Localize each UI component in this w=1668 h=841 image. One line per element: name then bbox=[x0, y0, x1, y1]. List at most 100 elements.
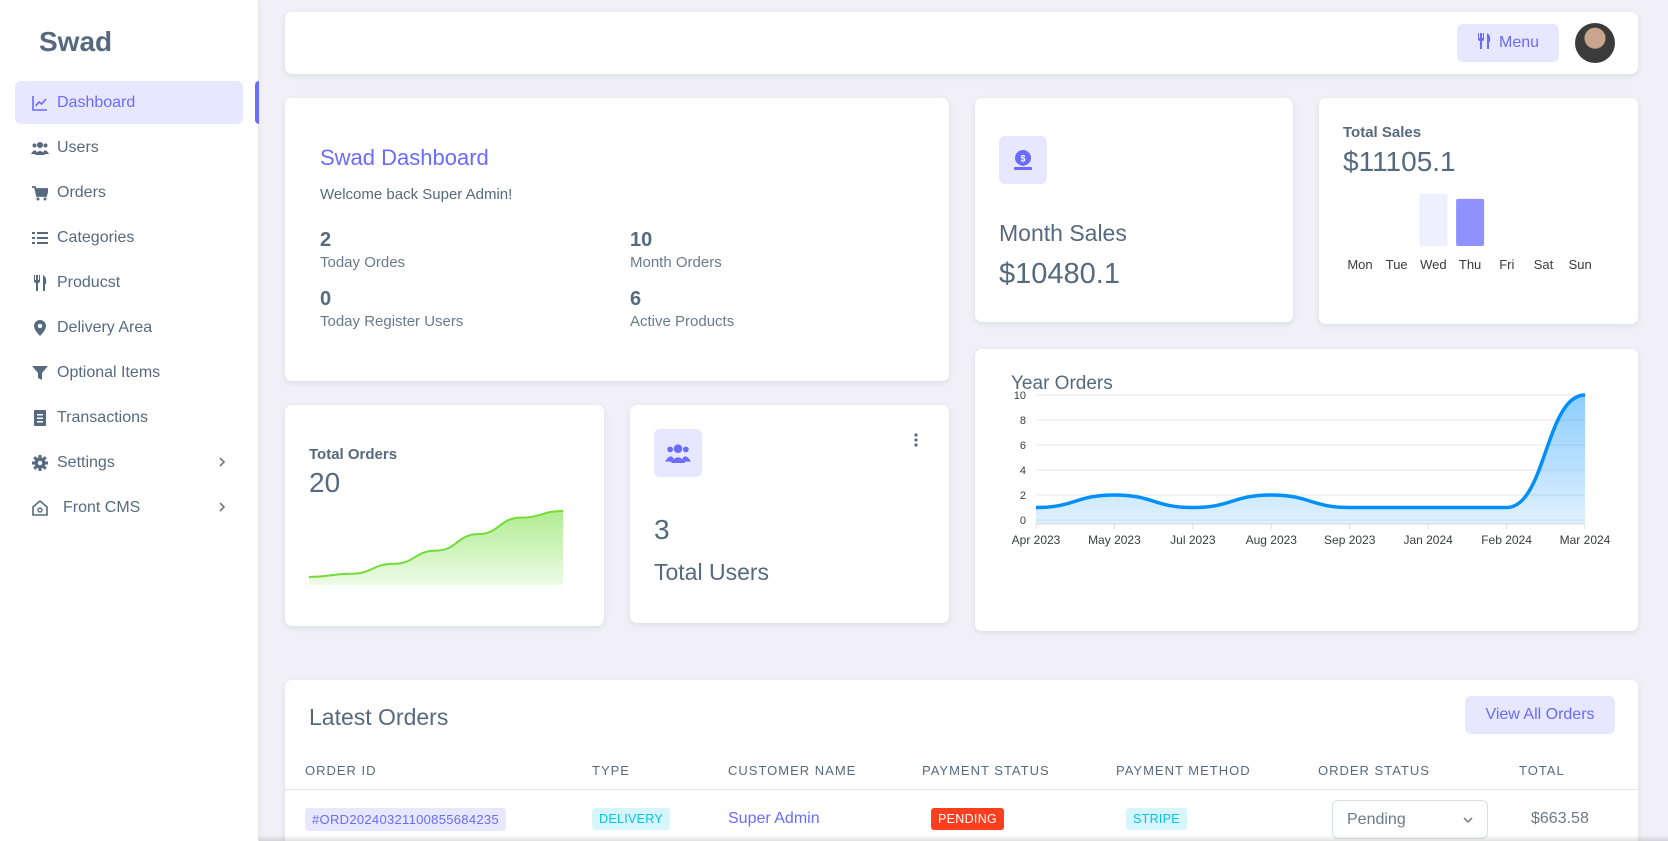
home-icon bbox=[31, 499, 49, 517]
dashboard-title: Swad Dashboard bbox=[320, 145, 489, 170]
money-bag-icon: $ bbox=[999, 136, 1047, 184]
chevron-right-icon bbox=[213, 498, 231, 516]
sidebar-item-users[interactable]: Users bbox=[15, 126, 243, 169]
order-id-badge[interactable]: #ORD20240321100855684235 bbox=[305, 808, 506, 831]
x-tick-label: Sep 2023 bbox=[1324, 533, 1376, 547]
total-sales-card: Total Sales $11105.1 Mon Tue Wed Thu Fri Sat S… bbox=[1319, 98, 1638, 324]
active-indicator bbox=[255, 81, 259, 124]
column-header[interactable]: CUSTOMER NAME bbox=[728, 763, 857, 778]
column-header[interactable]: PAYMENT STATUS bbox=[922, 763, 1050, 778]
payment-method-badge: STRIPE bbox=[1126, 808, 1187, 830]
list-icon bbox=[31, 229, 49, 247]
payment-status-badge: PENDING bbox=[931, 808, 1005, 830]
sidebar-divider bbox=[258, 0, 259, 841]
total-orders-card: Total Orders 20 bbox=[285, 405, 604, 626]
year-orders-label: Year Orders bbox=[1011, 373, 1113, 394]
sidebar-item-label: Transactions bbox=[57, 408, 148, 426]
filter-icon bbox=[31, 364, 49, 382]
x-tick-label: Feb 2024 bbox=[1481, 533, 1532, 547]
chevron-right-icon bbox=[213, 453, 231, 471]
brand-logo[interactable]: Swad bbox=[39, 26, 113, 57]
x-tick-label: May 2023 bbox=[1088, 533, 1141, 547]
sidebar-menu: Dashboard Users Orders Categories Produc… bbox=[15, 81, 243, 531]
sidebar-item-label: Delivery Area bbox=[57, 318, 153, 336]
tick-label: Thu bbox=[1459, 257, 1481, 272]
column-header[interactable]: PAYMENT METHOD bbox=[1116, 763, 1251, 778]
chart-line-icon bbox=[31, 94, 49, 112]
total-users-value: 3 bbox=[654, 514, 670, 545]
y-tick-label: 0 bbox=[1020, 515, 1026, 527]
cart-icon bbox=[31, 184, 49, 202]
stat-active-products: 6 Active Products bbox=[630, 288, 734, 330]
total-sales-label: Total Sales bbox=[1343, 124, 1422, 141]
total-orders-value: 20 bbox=[309, 467, 341, 498]
stat-value: 6 bbox=[630, 288, 642, 310]
chevron-down-icon bbox=[1463, 817, 1473, 824]
stat-value: 10 bbox=[630, 229, 653, 251]
stat-label: Today Ordes bbox=[320, 254, 406, 271]
view-all-orders-button[interactable]: View All Orders bbox=[1465, 696, 1615, 734]
sidebar-item-transactions[interactable]: Transactions bbox=[15, 396, 243, 439]
stat-value: 0 bbox=[320, 288, 332, 310]
stat-label: Active Products bbox=[630, 313, 735, 330]
total-users-label: Total Users bbox=[654, 559, 770, 585]
sidebar-item-optional-items[interactable]: Optional Items bbox=[15, 351, 243, 394]
column-header[interactable]: ORDER STATUS bbox=[1318, 763, 1430, 778]
receipt-icon bbox=[31, 409, 49, 427]
sidebar-item-orders[interactable]: Orders bbox=[15, 171, 243, 214]
sidebar-item-settings[interactable]: Settings bbox=[15, 441, 243, 484]
map-marker-icon bbox=[31, 319, 49, 337]
tick-label: Tue bbox=[1386, 257, 1408, 272]
column-header[interactable]: ORDER ID bbox=[305, 763, 377, 778]
svg-text:$: $ bbox=[1020, 154, 1025, 164]
tick-label: Sun bbox=[1569, 257, 1592, 272]
order-type-badge: DELIVERY bbox=[592, 808, 671, 830]
order-status-value: Pending bbox=[1347, 810, 1406, 828]
bar bbox=[1456, 198, 1485, 246]
sidebar-item-label: Categories bbox=[57, 228, 135, 246]
users-icon bbox=[31, 139, 49, 157]
customer-name-link[interactable]: Super Admin bbox=[728, 810, 820, 827]
sidebar-item-front-cms[interactable]: Front CMS bbox=[15, 486, 243, 529]
sidebar-item-dashboard[interactable]: Dashboard bbox=[15, 81, 243, 124]
more-vertical-icon[interactable] bbox=[908, 431, 924, 449]
tick-label: Fri bbox=[1499, 257, 1514, 272]
utensils-icon bbox=[1477, 32, 1491, 54]
sidebar-item-products[interactable]: Producst bbox=[15, 261, 243, 304]
sidebar-item-delivery-area[interactable]: Delivery Area bbox=[15, 306, 243, 349]
avatar[interactable] bbox=[1575, 23, 1615, 63]
users-icon bbox=[654, 429, 702, 477]
y-tick-label: 2 bbox=[1020, 490, 1026, 502]
total-sales-bar-chart: Mon Tue Wed Thu Fri Sat Sun bbox=[1347, 194, 1592, 272]
top-navbar: Menu bbox=[285, 12, 1638, 74]
welcome-card: Swad Dashboard Welcome back Super Admin!… bbox=[285, 98, 949, 381]
x-tick-label: Jan 2024 bbox=[1403, 533, 1453, 547]
year-orders-line-chart: 0 2 4 6 8 10 Apr 2023 May 2023 Jul 2023 Aug 2023 S… bbox=[1012, 390, 1611, 547]
scroll-shadow bbox=[259, 835, 1668, 841]
sidebar-item-label: Settings bbox=[57, 453, 115, 471]
total-orders-area-chart bbox=[309, 510, 564, 585]
month-sales-card: $ Month Sales $10480.1 bbox=[975, 98, 1293, 322]
total-sales-value: $11105.1 bbox=[1343, 146, 1456, 177]
order-status-select[interactable]: Pending bbox=[1332, 800, 1488, 839]
column-header[interactable]: TYPE bbox=[592, 763, 630, 778]
stat-value: 2 bbox=[320, 229, 332, 251]
utensils-icon bbox=[31, 274, 49, 292]
stat-today-orders: 2 Today Ordes bbox=[320, 229, 405, 271]
tick-label: Sat bbox=[1534, 257, 1554, 272]
area-fill bbox=[1036, 395, 1585, 524]
table-header-divider bbox=[285, 789, 1638, 790]
sidebar-item-categories[interactable]: Categories bbox=[15, 216, 243, 259]
order-total: $663.58 bbox=[1531, 810, 1589, 827]
stat-label: Today Register Users bbox=[320, 313, 464, 330]
latest-orders-card: Latest Orders View All Orders ORDER ID T… bbox=[285, 680, 1638, 841]
sidebar: Swad Dashboard Users Orders Categories bbox=[0, 0, 259, 841]
tick-label: Wed bbox=[1420, 257, 1447, 272]
sidebar-item-label: Users bbox=[57, 138, 99, 156]
gear-icon bbox=[31, 454, 49, 472]
column-header[interactable]: TOTAL bbox=[1519, 763, 1565, 778]
welcome-message: Welcome back Super Admin! bbox=[320, 186, 513, 203]
stat-label: Month Orders bbox=[630, 254, 722, 271]
x-tick-label: Aug 2023 bbox=[1246, 533, 1298, 547]
menu-button[interactable]: Menu bbox=[1457, 24, 1559, 62]
